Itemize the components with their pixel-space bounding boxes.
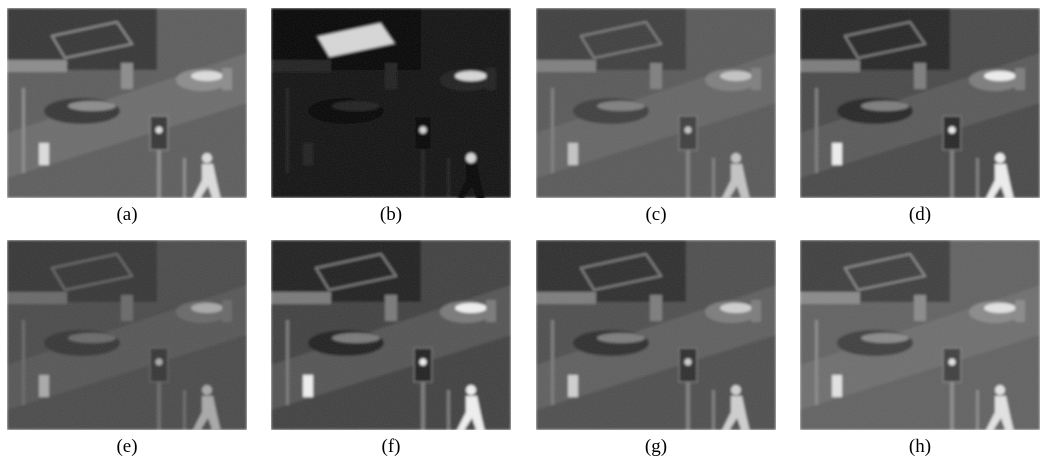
noise [271,8,511,198]
noise [7,8,247,198]
panel-label: (a) [116,204,137,225]
panel-label: (f) [382,436,401,457]
panel-image [7,8,247,200]
panel-image [536,240,776,432]
panel-label: (h) [909,436,931,457]
noise [800,240,1040,430]
panel-image [536,8,776,200]
noise [271,240,511,430]
noise [536,240,776,430]
panel-label: (c) [645,204,666,225]
panel-image [800,240,1040,432]
panel-image [800,8,1040,200]
noise [800,8,1040,198]
panel-image [271,240,511,432]
panel-label: (b) [380,204,402,225]
noise [7,240,247,430]
panel-label: (d) [909,204,931,225]
panel-label: (e) [116,436,137,457]
noise [536,8,776,198]
figure: (a) (b) (c) (d) (e) (f) (g) (h) [0,0,1042,463]
panel-image [271,8,511,200]
panel-label: (g) [645,436,667,457]
panel-image [7,240,247,432]
